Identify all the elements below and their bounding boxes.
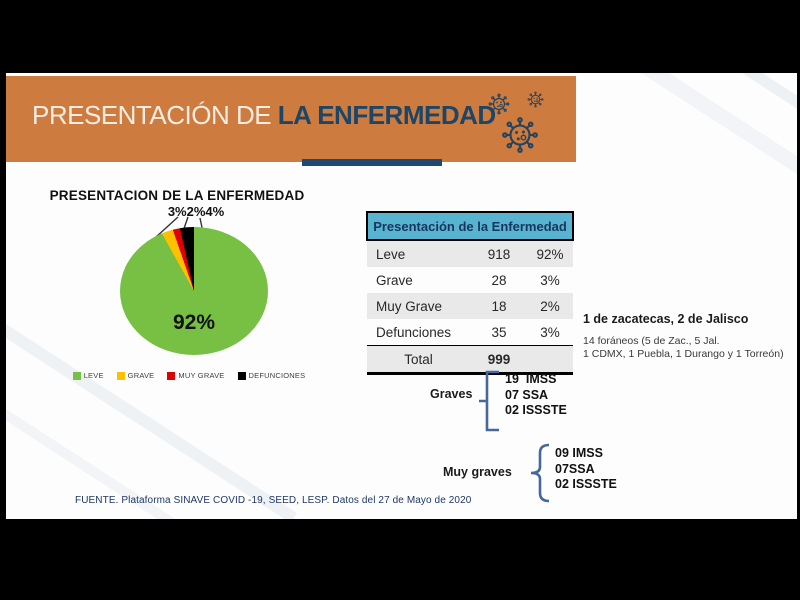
legend-label: DEFUNCIONES	[248, 371, 306, 380]
graves-breakdown: 19 IMSS 07 SSA 02 ISSSTE	[505, 372, 567, 419]
source-footer: FUENTE. Plataforma SINAVE COVID -19, SEE…	[75, 495, 472, 506]
pie-small-slices-label: 3%2%4%	[167, 204, 225, 219]
legend-swatch-icon	[116, 371, 125, 380]
table-row: Grave 28 3%	[367, 267, 573, 293]
virus-icon	[527, 91, 544, 108]
table-cell: 18	[471, 293, 527, 319]
table-cell: Grave	[376, 272, 413, 288]
graves-bracket	[479, 370, 499, 432]
muy-graves-bracket	[530, 443, 550, 503]
breakdown-line: 07SSA	[555, 461, 595, 476]
legend-swatch-icon	[237, 371, 246, 380]
total-label: Total	[367, 345, 471, 375]
legend-label: LEVE	[83, 371, 104, 380]
table-cell: Leve	[367, 240, 471, 267]
origin-detail-line1: 14 foráneos (5 de Zac., 5 Jal.	[583, 335, 720, 347]
muy-graves-breakdown: 09 IMSS 07SSA 02 ISSSTE	[555, 446, 617, 493]
slide-title-bold: LA ENFERMEDAD	[277, 100, 496, 130]
title-accent-bar	[302, 159, 442, 166]
legend-item: MUY GRAVE	[167, 371, 224, 380]
pie-main-slice-label: 92%	[172, 311, 216, 334]
breakdown-line: 19 IMSS	[505, 372, 557, 386]
chart-legend: LEVE GRAVE MUY GRAVE DEFUNCIONES	[54, 371, 324, 380]
slide-title-light: PRESENTACIÓN DE	[32, 100, 278, 130]
table-cell: 918	[471, 240, 527, 267]
legend-item: GRAVE	[116, 371, 155, 380]
diagonal-stripe-decoration	[622, 73, 797, 333]
table-row: Leve 918 92%	[367, 240, 573, 267]
legend-item: DEFUNCIONES	[237, 371, 306, 380]
chart-title: PRESENTACION DE LA ENFERMEDAD	[49, 188, 305, 203]
virus-icon	[488, 93, 510, 115]
muy-graves-label: Muy graves	[443, 465, 512, 479]
legend-label: GRAVE	[127, 371, 155, 380]
table-cell: 92%	[527, 240, 573, 267]
legend-item: LEVE	[72, 371, 104, 380]
table-row: Defunciones 35 3%	[367, 319, 573, 346]
table-total-row: Total 999	[367, 345, 573, 375]
table-cell: 35	[491, 324, 507, 340]
virus-icon	[501, 116, 539, 154]
summary-table: Presentación de la Enfermedad Leve 918 92%…	[366, 211, 574, 375]
breakdown-line: 02 ISSSTE	[505, 403, 567, 417]
breakdown-line: 02 ISSSTE	[555, 477, 617, 491]
origin-annotation: 1 de zacatecas, 2 de Jalisco 14 foráneos…	[583, 312, 797, 361]
breakdown-line: 09 IMSS	[555, 446, 603, 460]
origin-detail-line2: 1 CDMX, 1 Puebla, 1 Durango y 1 Torreón)	[583, 348, 784, 360]
pie-chart	[120, 227, 268, 355]
graves-label: Graves	[430, 387, 473, 401]
table-cell: Defunciones	[376, 324, 452, 340]
legend-swatch-icon	[167, 371, 176, 380]
slide: PRESENTACIÓN DE LA ENFERMEDAD PRESENTACI…	[6, 73, 797, 519]
table-header: Presentación de la Enfermedad	[366, 211, 574, 241]
slide-title: PRESENTACIÓN DE LA ENFERMEDAD	[32, 100, 496, 131]
legend-label: MUY GRAVE	[178, 371, 225, 380]
legend-swatch-icon	[72, 371, 81, 380]
title-banner: PRESENTACIÓN DE LA ENFERMEDAD	[6, 76, 576, 162]
table-cell: Muy Grave	[367, 293, 471, 319]
table-cell: 3%	[540, 272, 560, 288]
table-cell: 3%	[540, 324, 560, 340]
origin-bold-text: 1 de zacatecas, 2 de Jalisco	[583, 312, 749, 326]
breakdown-line: 07 SSA	[505, 387, 549, 402]
table-cell: 28	[491, 272, 507, 288]
table-cell: 2%	[527, 293, 573, 319]
total-value: 999	[471, 345, 527, 375]
table-row: Muy Grave 18 2%	[367, 293, 573, 319]
diagonal-stripe-decoration	[580, 73, 797, 219]
